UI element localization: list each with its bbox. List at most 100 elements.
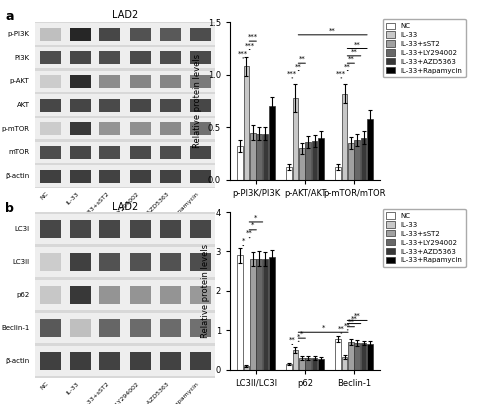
Text: mTOR: mTOR bbox=[8, 149, 29, 156]
Text: p-mTOR: p-mTOR bbox=[2, 126, 29, 132]
Bar bbox=[100, 99, 120, 112]
Text: ***: *** bbox=[287, 71, 298, 77]
Bar bbox=[237, 146, 243, 180]
Text: **: ** bbox=[298, 56, 305, 62]
Bar bbox=[312, 141, 318, 180]
Bar bbox=[130, 170, 150, 183]
Bar bbox=[130, 146, 150, 159]
Text: **: ** bbox=[348, 56, 354, 62]
Text: a: a bbox=[5, 10, 14, 23]
Text: p-AKT: p-AKT bbox=[10, 78, 29, 84]
Bar bbox=[40, 122, 60, 135]
Bar bbox=[70, 146, 90, 159]
Text: LAD2: LAD2 bbox=[112, 202, 138, 212]
Text: ***: *** bbox=[238, 51, 248, 57]
Text: IL-33+sST2: IL-33+sST2 bbox=[81, 381, 110, 404]
Bar bbox=[40, 219, 60, 238]
Bar bbox=[262, 259, 268, 370]
Text: LAD2: LAD2 bbox=[112, 10, 138, 20]
Text: IL-33+AZD5363: IL-33+AZD5363 bbox=[131, 381, 170, 404]
Bar bbox=[250, 133, 256, 180]
Legend: NC, IL-33, IL-33+sST2, IL-33+LY294002, IL-33+AZD5363, IL-33+Rapamycin: NC, IL-33, IL-33+sST2, IL-33+LY294002, I… bbox=[383, 209, 466, 267]
Text: LC3II: LC3II bbox=[12, 259, 29, 265]
Bar bbox=[100, 286, 120, 304]
Text: **: ** bbox=[350, 316, 358, 322]
Bar bbox=[160, 319, 180, 337]
Bar bbox=[292, 350, 298, 370]
Bar bbox=[40, 99, 60, 112]
Bar bbox=[160, 99, 180, 112]
Bar bbox=[70, 51, 90, 64]
Bar bbox=[35, 142, 215, 163]
Bar bbox=[160, 219, 180, 238]
Bar bbox=[130, 75, 150, 88]
Bar bbox=[336, 167, 341, 180]
Bar bbox=[130, 219, 150, 238]
Bar bbox=[256, 134, 262, 180]
Text: **: ** bbox=[330, 28, 336, 34]
Bar bbox=[40, 352, 60, 370]
Bar bbox=[160, 286, 180, 304]
Text: p-PI3K: p-PI3K bbox=[8, 31, 30, 37]
Bar bbox=[262, 134, 268, 180]
Bar bbox=[299, 358, 304, 370]
Text: **: ** bbox=[246, 230, 253, 236]
Bar bbox=[348, 143, 354, 180]
Text: **: ** bbox=[296, 63, 302, 69]
Text: IL-33+LY294002: IL-33+LY294002 bbox=[100, 191, 140, 231]
Bar bbox=[40, 51, 60, 64]
Bar bbox=[100, 170, 120, 183]
Text: ***: *** bbox=[244, 42, 254, 48]
Bar bbox=[190, 75, 210, 88]
Bar bbox=[100, 27, 120, 40]
Bar bbox=[342, 94, 347, 180]
Bar bbox=[100, 122, 120, 135]
Text: ***: *** bbox=[248, 34, 258, 40]
Bar bbox=[354, 140, 360, 180]
Bar bbox=[190, 319, 210, 337]
Bar bbox=[250, 259, 256, 370]
Bar bbox=[190, 51, 210, 64]
Text: β-actin: β-actin bbox=[6, 358, 30, 364]
Bar bbox=[35, 214, 215, 244]
Bar bbox=[40, 252, 60, 271]
Bar bbox=[367, 344, 373, 370]
Bar bbox=[40, 75, 60, 88]
Text: *: * bbox=[297, 334, 300, 340]
Bar bbox=[130, 319, 150, 337]
Bar bbox=[130, 286, 150, 304]
Text: **: ** bbox=[350, 49, 358, 55]
Text: ***: *** bbox=[336, 71, 346, 77]
Bar bbox=[70, 27, 90, 40]
Bar bbox=[70, 122, 90, 135]
Text: b: b bbox=[5, 202, 14, 215]
Bar bbox=[40, 27, 60, 40]
Bar bbox=[35, 23, 215, 45]
Bar bbox=[190, 99, 210, 112]
Bar bbox=[190, 286, 210, 304]
Bar bbox=[286, 364, 292, 370]
Text: *: * bbox=[242, 238, 245, 244]
Bar bbox=[360, 343, 366, 370]
Text: IL-33+AZD5363: IL-33+AZD5363 bbox=[131, 191, 170, 230]
Text: NC: NC bbox=[40, 381, 50, 391]
Bar bbox=[130, 252, 150, 271]
Text: IL-33+Rapamycin: IL-33+Rapamycin bbox=[157, 191, 200, 234]
Bar bbox=[360, 138, 366, 180]
Bar bbox=[269, 106, 274, 180]
Text: **: ** bbox=[289, 337, 296, 343]
Text: *: * bbox=[254, 215, 258, 220]
Bar bbox=[70, 252, 90, 271]
Bar bbox=[160, 27, 180, 40]
Bar bbox=[70, 170, 90, 183]
Bar bbox=[100, 51, 120, 64]
Bar bbox=[318, 359, 324, 370]
Bar bbox=[348, 342, 354, 370]
Bar bbox=[100, 319, 120, 337]
Bar bbox=[130, 352, 150, 370]
Bar bbox=[130, 51, 150, 64]
Bar bbox=[70, 99, 90, 112]
Bar bbox=[35, 95, 215, 116]
Bar bbox=[299, 148, 304, 180]
Bar bbox=[160, 122, 180, 135]
